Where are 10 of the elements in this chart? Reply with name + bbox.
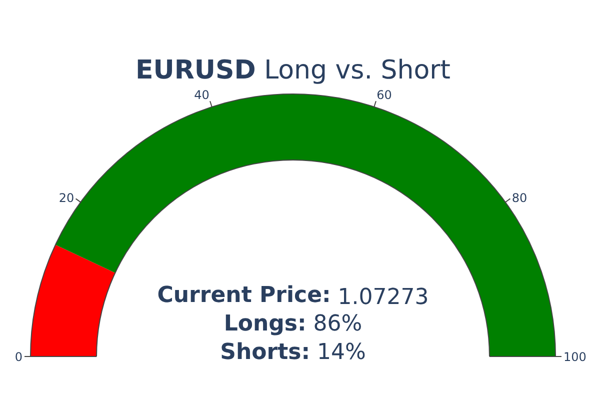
text: Shorts: 14% [220, 340, 366, 365]
text: 100 [564, 350, 586, 364]
text: Longs: 86% [224, 312, 362, 336]
text: 80 [512, 191, 528, 206]
text: 60 [376, 88, 392, 102]
text: 20 [58, 191, 74, 206]
chart-title: EURUSD Long vs. Short [136, 56, 450, 86]
text: 0 [14, 350, 23, 364]
text: 40 [194, 88, 210, 102]
text: Current Price: 1.07273 [157, 283, 429, 310]
